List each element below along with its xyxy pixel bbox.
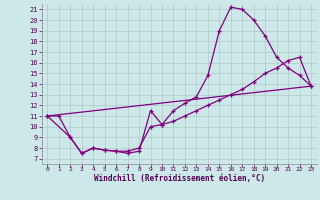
X-axis label: Windchill (Refroidissement éolien,°C): Windchill (Refroidissement éolien,°C) — [94, 174, 265, 183]
